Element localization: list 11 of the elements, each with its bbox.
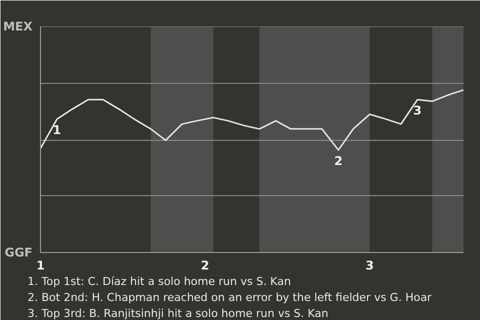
text: 1. Top 1st: C. Díaz hit a solo home run vs S. Kan [28, 275, 291, 288]
text: GGF [4, 246, 33, 260]
text: 2. Bot 2nd: H. Chapman reached on an error by the left fielder vs G. Hoar [28, 291, 432, 304]
annotation: 1 [52, 123, 62, 138]
text: 3. Top 3rd: B. Ranjitsinhji hit a solo home run vs S. Kan [28, 307, 328, 320]
annotation: 3 [413, 104, 422, 118]
x-tick-label: 1 [36, 258, 45, 272]
x-tick-label: 3 [366, 258, 374, 272]
text: MEX [3, 20, 34, 34]
annotation: 2 [334, 154, 343, 168]
x-tick-label: 2 [200, 258, 210, 272]
